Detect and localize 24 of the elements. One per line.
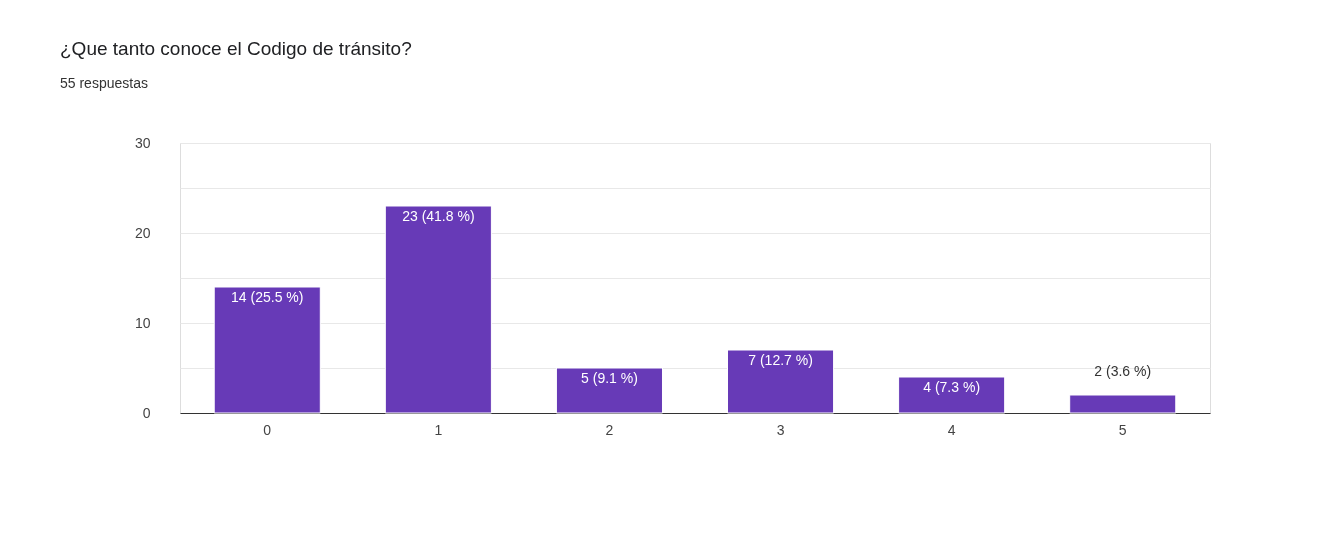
data-label: 7 (12.7 %) bbox=[748, 352, 813, 368]
data-label: 5 (9.1 %) bbox=[581, 370, 638, 386]
bar bbox=[1069, 394, 1177, 414]
data-label: 14 (25.5 %) bbox=[231, 289, 304, 305]
x-tick-label: 3 bbox=[776, 421, 785, 438]
bar bbox=[384, 205, 492, 414]
x-tick-label: 1 bbox=[434, 421, 443, 438]
chart-title: ¿Que tanto conoce el Codigo de tránsito? bbox=[60, 38, 412, 59]
bar bbox=[898, 376, 1006, 414]
bar bbox=[727, 349, 835, 414]
y-tick-label: 10 bbox=[134, 314, 151, 331]
bar bbox=[555, 367, 663, 414]
x-tick-label: 5 bbox=[1118, 421, 1127, 438]
data-label: 4 (7.3 %) bbox=[923, 379, 981, 395]
x-tick-label: 2 bbox=[605, 421, 614, 438]
y-tick-label: 0 bbox=[142, 404, 151, 421]
data-label: 23 (41.8 %) bbox=[402, 208, 475, 224]
data-label: 2 (3.6 %) bbox=[1094, 363, 1152, 379]
y-tick-label: 30 bbox=[134, 134, 151, 151]
x-tick-label: 4 bbox=[947, 421, 956, 438]
x-tick-label: 0 bbox=[263, 421, 272, 438]
bar bbox=[213, 286, 321, 414]
chart-subtitle: 55 respuestas bbox=[60, 75, 148, 91]
y-tick-label: 20 bbox=[134, 224, 151, 241]
